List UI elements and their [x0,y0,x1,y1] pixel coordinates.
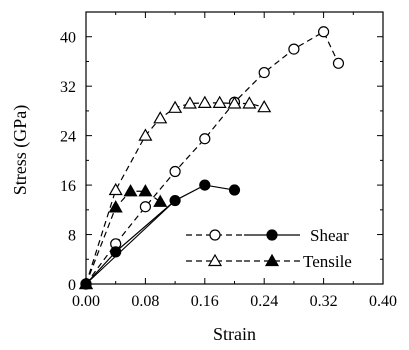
x-tick-label: 0.08 [131,293,159,310]
legend-label-tensile: Tensile [303,252,352,271]
y-tick-label: 16 [60,178,76,195]
legend-symbols [186,229,300,267]
data-point-circle-open [199,133,211,145]
y-tick-label: 8 [68,228,76,245]
series-line-circle-open [85,30,339,285]
data-point-circle-open [318,26,330,38]
data-point-triangle-open [138,128,153,141]
data-point-circle-filled [169,194,181,207]
data-point-circle-filled [110,246,122,258]
y-tick-label: 0 [68,277,76,294]
data-point-triangle-open [168,100,183,113]
data-point-triangle-filled [153,194,168,207]
data-point-triangle-open [227,96,242,109]
x-tick-label: 0.24 [250,293,278,310]
data-point-triangle-open [257,99,272,113]
x-tick-label: 0.16 [191,293,219,310]
data-point-circle-filled [199,179,211,191]
legend-marker-triangle-filled [264,253,280,267]
x-tick-label: 0.40 [369,293,397,310]
data-point-triangle-open [182,96,197,109]
data-point-circle-open [139,201,151,213]
x-tick-label: 0.00 [72,293,100,310]
data-point-circle-open [258,66,270,79]
legend-marker-circle-open [209,229,221,241]
y-tick-label: 40 [60,30,76,47]
legend-marker-circle-filled [266,229,278,241]
data-point-triangle-open [212,95,227,108]
data-point-triangle-filled [108,200,123,213]
data-point-triangle-open [197,95,212,108]
data-point-triangle-open [242,96,257,109]
reference-line [85,200,176,285]
data-point-triangle-filled [123,184,138,197]
legend-label-shear: Shear [310,226,349,245]
legend-marker-triangle-open [207,253,223,267]
data-point-triangle-filled [138,184,153,197]
data-point-circle-filled [228,184,241,196]
tick-layer: 0.00 0.08 0.16 0.24 0.32 0.40 0 8 16 24 32 40 [60,12,397,310]
data-point-triangle-open [108,182,123,196]
data-point-circle-open [169,165,181,178]
legend: Shear Tensile [186,226,352,271]
data-point-circle-open [332,57,345,69]
series-layer [78,26,345,290]
data-point-triangle-open [153,111,168,124]
data-point-circle-open [288,43,300,55]
x-axis-label: Strain [213,324,256,344]
x-tick-label: 0.32 [310,293,338,310]
y-axis-label: Stress (GPa) [10,105,31,196]
y-tick-label: 24 [60,129,76,146]
y-tick-label: 32 [60,79,76,96]
